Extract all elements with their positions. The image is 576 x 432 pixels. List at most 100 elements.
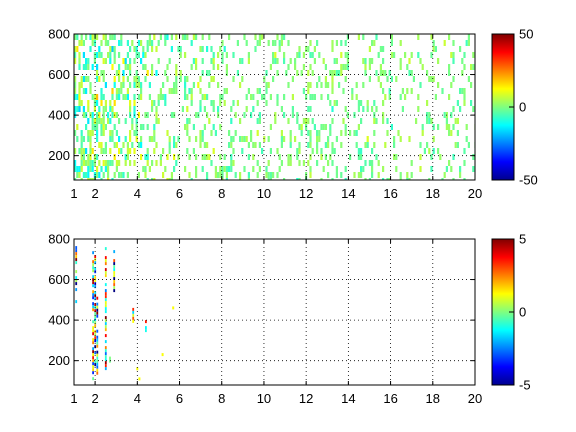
top-heatmap-cell (368, 178, 371, 180)
top-heatmap-cell (82, 64, 85, 70)
top-heatmap-cell (379, 64, 382, 70)
x-tick-label: 6 (176, 391, 183, 406)
top-heatmap-cell (91, 34, 94, 40)
top-heatmap-cell (76, 124, 79, 130)
top-heatmap-cell (305, 118, 308, 124)
top-heatmap-cell (329, 100, 332, 106)
bottom-heatmap-streak-cell (96, 296, 99, 300)
top-heatmap-cell (162, 94, 165, 100)
bottom-heatmap-streak-cell (92, 377, 94, 381)
top-heatmap-cell (432, 46, 435, 52)
top-heatmap-cell (300, 130, 303, 136)
top-heatmap-cell (296, 178, 299, 180)
top-heatmap-cell (406, 172, 409, 178)
top-heatmap-cell (206, 154, 209, 160)
top-heatmap-cell (335, 40, 338, 46)
top-heatmap-cell (133, 58, 136, 64)
bottom-heatmap-streak-cell (113, 289, 116, 293)
top-heatmap-cell (118, 70, 121, 76)
top-heatmap-cell (137, 40, 140, 46)
top-heatmap-cell (283, 94, 286, 100)
top-heatmap-cell (146, 124, 149, 130)
bottom-heatmap-streak-cell (113, 250, 116, 254)
top-heatmap-cell (335, 166, 338, 172)
top-heatmap-cell (214, 130, 217, 136)
bottom-heatmap-streak-cell (94, 279, 97, 283)
bottom-heatmap-streak-cell (94, 309, 97, 313)
top-heatmap-cell (126, 142, 129, 148)
top-heatmap-cell (432, 76, 435, 82)
top-heatmap-cell (382, 100, 385, 106)
top-heatmap-cell (261, 34, 264, 40)
top-heatmap-cell (459, 46, 462, 52)
top-heatmap-cell (258, 142, 261, 148)
top-heatmap-cell (129, 130, 132, 136)
top-heatmap-cell (78, 58, 81, 64)
top-heatmap-cell (272, 172, 275, 178)
top-heatmap-cell (217, 106, 220, 112)
top-heatmap-cell (144, 76, 147, 82)
top-heatmap-cell (85, 34, 88, 40)
bottom-heatmap-streak-cell (92, 290, 94, 294)
bottom-heatmap-streak-cell (92, 320, 94, 324)
top-heatmap-cell (173, 82, 176, 88)
top-heatmap-cell (419, 142, 422, 148)
top-heatmap-cell (89, 148, 92, 154)
top-heatmap-cell (221, 58, 224, 64)
top-heatmap-cell (206, 178, 209, 180)
top-heatmap-cell (89, 82, 92, 88)
top-heatmap-cell (217, 52, 220, 58)
bottom-heatmap-streak-cell (113, 286, 116, 290)
top-heatmap-cell (74, 82, 77, 88)
top-heatmap-cell (146, 70, 149, 76)
bottom-heatmap-streak-cell (104, 271, 107, 275)
top-heatmap-cell (247, 88, 250, 94)
top-heatmap-cell (118, 40, 121, 46)
top-heatmap-cell (456, 130, 459, 136)
top-heatmap-cell (371, 148, 374, 154)
top-heatmap-cell (309, 154, 312, 160)
bottom-heatmap-streak-cell (92, 332, 94, 336)
top-heatmap-cell (78, 94, 81, 100)
bottom-heatmap-streak-cell (96, 368, 99, 372)
top-heatmap-cell (118, 52, 121, 58)
top-heatmap-cell (155, 70, 158, 76)
top-heatmap-cell (322, 58, 325, 64)
top-heatmap-cell (157, 94, 160, 100)
top-heatmap-cell (456, 118, 459, 124)
top-heatmap-cell (254, 34, 257, 40)
top-heatmap-cell (225, 64, 228, 70)
top-heatmap-cell (307, 160, 310, 166)
top-heatmap-cell (85, 124, 88, 130)
top-heatmap-cell (122, 70, 125, 76)
bottom-heatmap-streak-cell (92, 368, 94, 372)
top-heatmap-cell (80, 34, 83, 40)
top-heatmap-cell (307, 118, 310, 124)
top-heatmap-cell (170, 172, 173, 178)
top-heatmap-cell (423, 148, 426, 154)
bottom-heatmap-streak-cell (104, 361, 107, 365)
top-heatmap-cell (309, 52, 312, 58)
bottom-heatmap-streak-cell (145, 329, 147, 333)
top-heatmap-cell (129, 46, 132, 52)
top-heatmap-cell (243, 112, 246, 118)
top-heatmap-cell (107, 172, 110, 178)
top-heatmap-cell (382, 112, 385, 118)
top-heatmap-cell (155, 142, 158, 148)
top-heatmap-cell (258, 166, 261, 172)
x-tick-label: 20 (468, 186, 482, 201)
top-heatmap-cell (428, 118, 431, 124)
top-heatmap-cell (375, 70, 378, 76)
top-heatmap-cell (384, 142, 387, 148)
top-heatmap-cell (362, 58, 365, 64)
top-heatmap-cell (111, 34, 114, 40)
bottom-heatmap-y-tick-labels: 200 400 600 800 (48, 232, 70, 369)
top-heatmap-cell (258, 40, 261, 46)
top-heatmap-cell (289, 58, 292, 64)
top-heatmap-cell (280, 136, 283, 142)
top-heatmap-cell (82, 40, 85, 46)
bottom-heatmap-streak-cell (104, 301, 107, 305)
top-heatmap-cell (346, 64, 349, 70)
top-heatmap-cell (267, 136, 270, 142)
top-heatmap-cell (307, 88, 310, 94)
